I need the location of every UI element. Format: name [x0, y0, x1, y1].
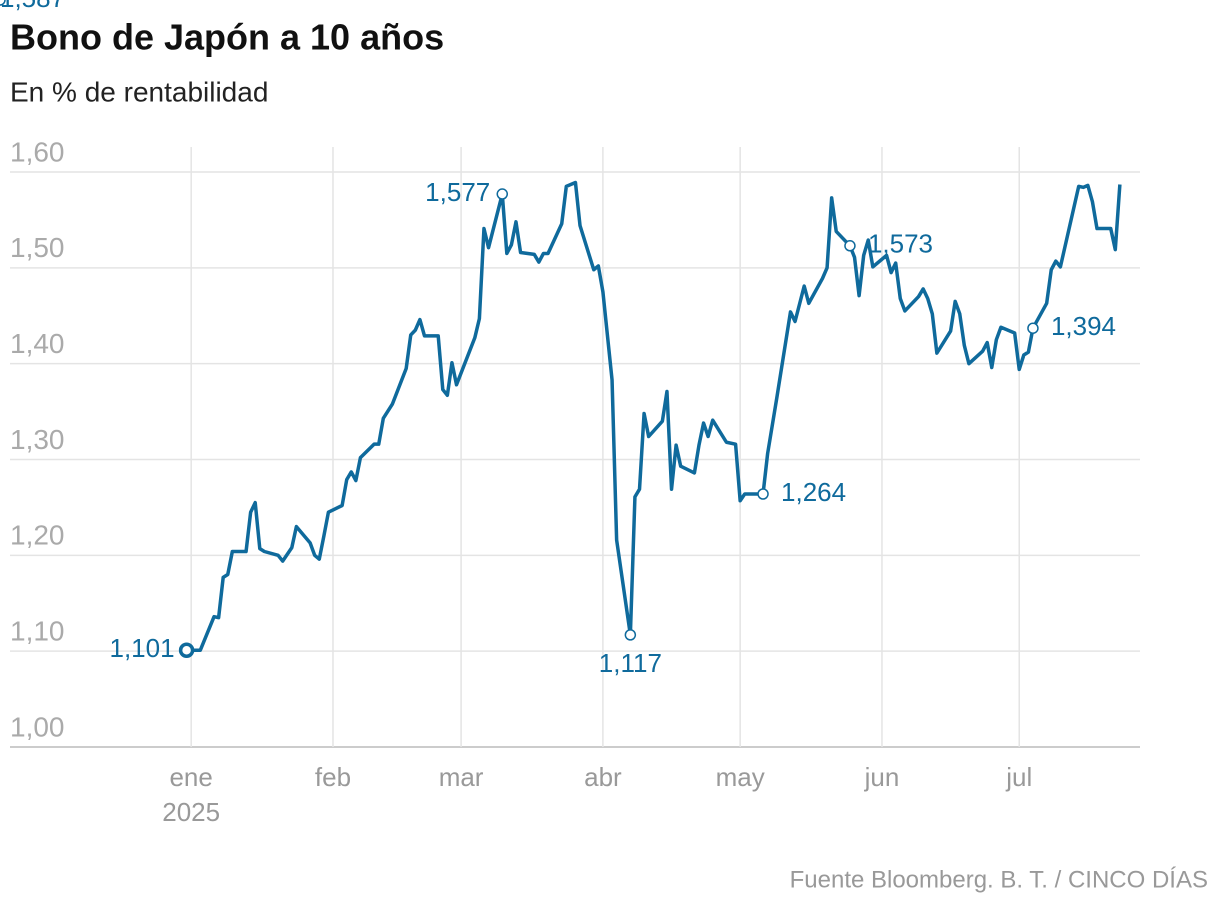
point-marker [0, 0, 6, 6]
x-tick-label: jun [864, 762, 900, 792]
data-label: 1,264 [781, 477, 846, 507]
y-tick-label: 1,40 [10, 328, 65, 359]
y-tick-label: 1,50 [10, 232, 65, 263]
x-tick-label: feb [315, 762, 351, 792]
data-line [186, 180, 1122, 652]
x-tick-label: may [716, 762, 765, 792]
y-tick-label: 1,20 [10, 520, 65, 551]
point-marker [496, 188, 509, 200]
y-tick-label: 1,00 [10, 711, 65, 742]
point-marker [1027, 322, 1039, 334]
source-note: Fuente Bloomberg. B. T. / CINCO DÍAS [790, 866, 1208, 893]
data-label: 1,101 [110, 633, 175, 663]
data-label: 1,577 [425, 177, 490, 207]
data-label: 1,394 [1051, 311, 1116, 341]
y-tick-label: 1,60 [10, 136, 65, 167]
x-tick-label: abr [584, 762, 622, 792]
data-label: 1,573 [868, 229, 933, 259]
data-label: 1,587 [0, 0, 65, 13]
point-marker [178, 642, 195, 658]
x-tick-label: jul [1005, 762, 1032, 792]
x-tick-label: ene [169, 762, 212, 792]
chart-subtitle: En % de rentabilidad [10, 76, 268, 107]
y-tick-label: 1,10 [10, 616, 65, 647]
point-marker [844, 240, 856, 252]
y-tick-label: 1,30 [10, 424, 65, 455]
chart-title: Bono de Japón a 10 años [10, 17, 444, 58]
data-label: 1,117 [599, 648, 662, 678]
x-year-label: 2025 [162, 797, 220, 827]
point-marker [624, 629, 637, 641]
point-marker [757, 488, 769, 500]
x-tick-label: mar [439, 762, 484, 792]
